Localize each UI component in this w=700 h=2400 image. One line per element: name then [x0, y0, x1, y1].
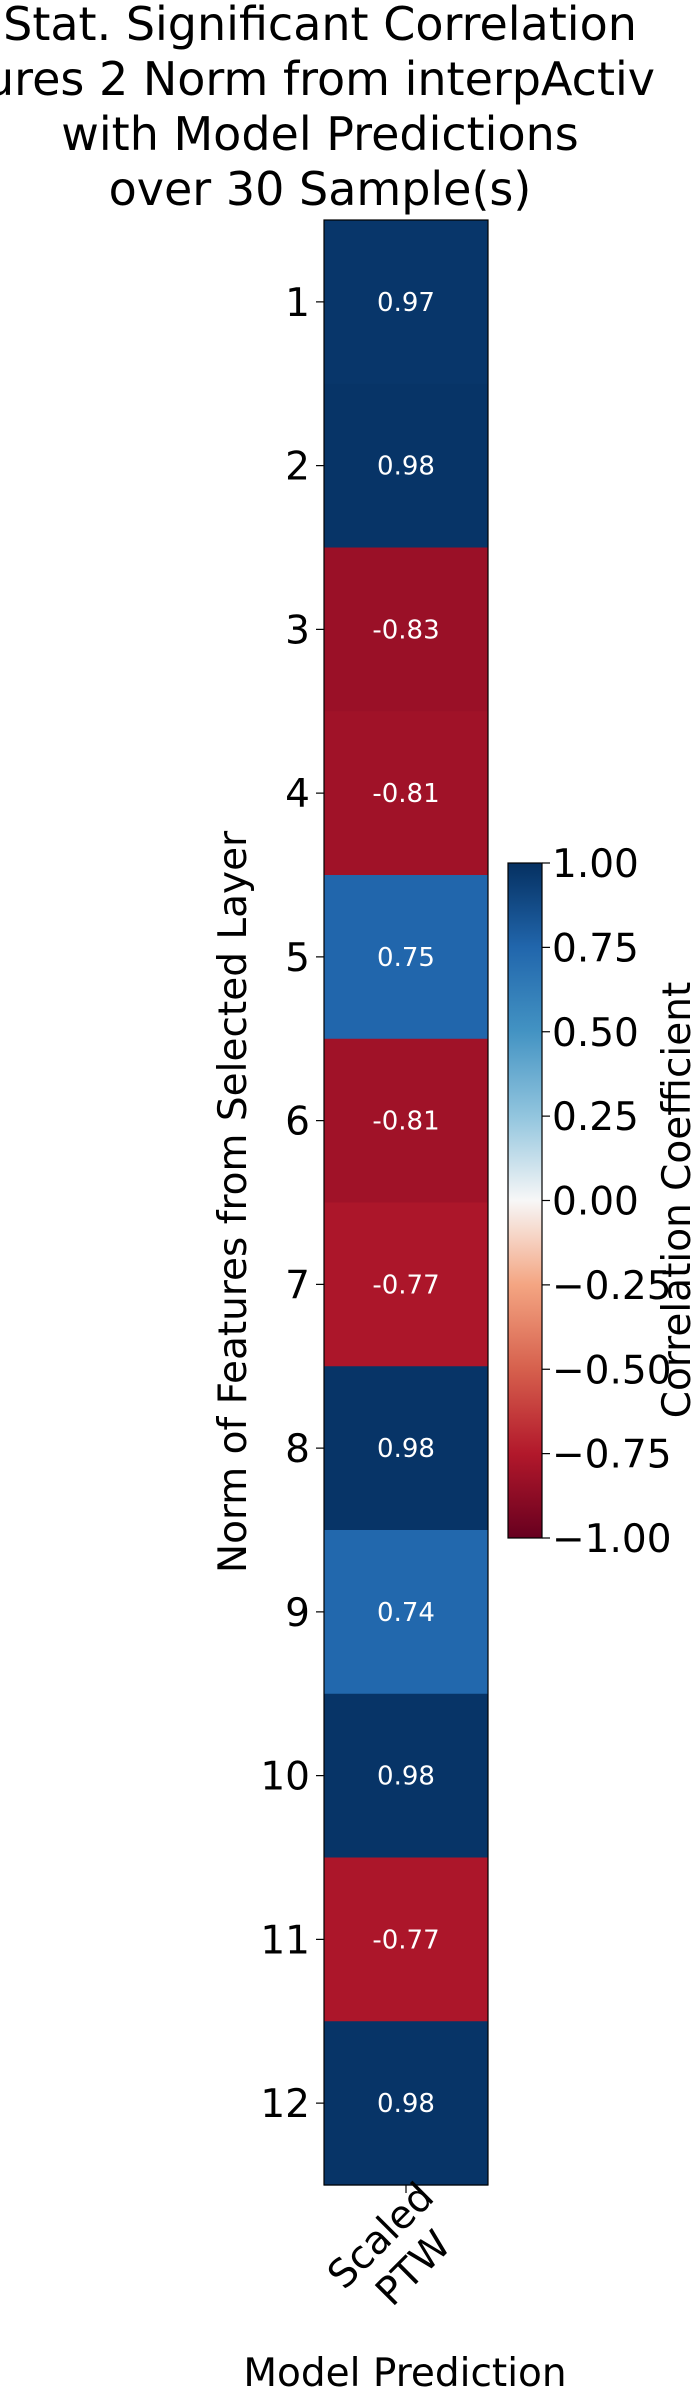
heatmap-cell — [324, 1202, 488, 1367]
cell-value-label: 0.74 — [377, 1598, 435, 1628]
colorbar-tick-label: −1.00 — [552, 1517, 672, 1562]
colorbar-tick-label: 0.00 — [552, 1180, 639, 1225]
heatmap-cell — [324, 547, 488, 712]
y-tick-label: 11 — [260, 1918, 310, 1963]
y-tick-label: 5 — [285, 936, 310, 981]
y-tick-label: 9 — [285, 1591, 310, 1636]
cell-value-label: -0.81 — [372, 1107, 439, 1137]
cell-value-label: -0.83 — [372, 615, 439, 645]
colorbar-gradient — [507, 862, 543, 1539]
y-tick-label: 7 — [285, 1263, 310, 1308]
heatmap-cells: 0.97 0.98 -0.83 -0.81 0.75 -0.81 -0.77 0.98 0.74… — [324, 220, 488, 2186]
y-tick-label: 3 — [285, 608, 310, 653]
y-tick-label: 4 — [285, 772, 310, 817]
heatmap-cell — [324, 1693, 488, 1859]
heatmap-cell — [324, 1530, 488, 1695]
y-axis-label: Norm of Features from Selected Layer — [211, 830, 256, 1573]
y-tick-label: 2 — [285, 445, 310, 490]
heatmap-cell — [324, 1857, 488, 2022]
y-tick-label: 12 — [260, 2082, 310, 2127]
cell-value-label: 0.98 — [377, 2089, 435, 2119]
x-axis-ticks: ScaledPTW — [319, 2174, 475, 2330]
heatmap-cell — [324, 711, 488, 876]
heatmap-cell — [324, 1366, 488, 1531]
cell-value-label: 0.98 — [377, 1762, 435, 1792]
colorbar-label: Correlation Coefficient — [655, 982, 700, 1419]
heatmap-cell — [324, 2021, 488, 2186]
colorbar-ticks: 1.00 0.75 0.50 0.25 0.00 −0.25 −0.50 −0.75 −1.00 — [542, 842, 672, 1562]
y-tick-label: 1 — [285, 281, 310, 326]
cell-value-label: 0.98 — [377, 1434, 435, 1464]
heatmap-cell — [324, 875, 488, 1040]
colorbar-tick-label: −0.75 — [552, 1433, 672, 1478]
colorbar: 1.00 0.75 0.50 0.25 0.00 −0.25 −0.50 −0.75 −1.00… — [507, 842, 700, 1562]
cell-value-label: -0.81 — [372, 779, 439, 809]
cell-value-label: 0.75 — [377, 943, 435, 973]
cell-value-label: 0.98 — [377, 452, 435, 482]
cell-value-label: -0.77 — [372, 1925, 439, 1955]
heatmap-cell — [324, 383, 488, 549]
y-tick-label: 10 — [260, 1755, 310, 1800]
colorbar-tick-label: 0.50 — [552, 1011, 639, 1056]
y-tick-label: 8 — [285, 1427, 310, 1472]
title-line: ures 2 Norm from interpActiv — [0, 52, 655, 106]
title-line: Stat. Significant Correlation — [3, 0, 637, 51]
cell-value-label: 0.97 — [377, 288, 435, 318]
y-tick-label: 6 — [285, 1100, 310, 1145]
colorbar-tick-label: −0.25 — [552, 1264, 672, 1309]
colorbar-tick-label: 0.25 — [552, 1095, 639, 1140]
colorbar-tick-label: 0.75 — [552, 926, 639, 971]
title-line: over 30 Sample(s) — [109, 162, 532, 216]
title-line: with Model Predictions — [61, 107, 578, 161]
heatmap-cell — [324, 220, 488, 385]
cell-value-label: -0.77 — [372, 1270, 439, 1300]
heatmap-cell — [324, 1038, 488, 1204]
x-axis-label: Model Prediction — [243, 2351, 566, 2396]
colorbar-tick-label: −0.50 — [552, 1348, 672, 1393]
colorbar-tick-label: 1.00 — [552, 842, 639, 887]
x-tick-label: ScaledPTW — [319, 2174, 475, 2330]
